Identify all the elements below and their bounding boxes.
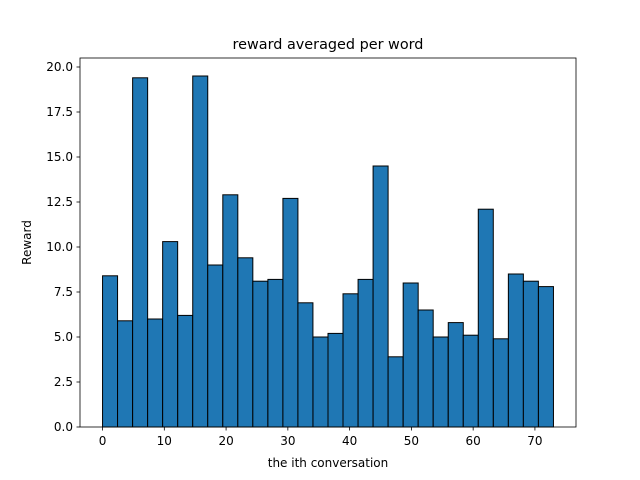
bar (492, 338, 509, 428)
plot-frame (79, 57, 577, 428)
bar (522, 280, 539, 428)
x-axis-ticks: 0 10 20 30 40 50 60 70 (99, 427, 543, 448)
bar (417, 309, 434, 428)
bar (312, 336, 329, 428)
x-tick-label: 10 (157, 434, 172, 448)
y-axis-ticks: 0.0 2.5 5.0 7.5 10.0 12.5 15.0 17.5 20.0 (46, 60, 80, 434)
chart-title: reward averaged per word (233, 37, 424, 53)
bar (387, 356, 404, 428)
bar (297, 302, 314, 428)
y-tick-label: 7.5 (54, 285, 73, 299)
x-tick-label: 40 (342, 434, 357, 448)
y-tick-label: 2.5 (54, 375, 73, 389)
y-tick-label: 20.0 (46, 60, 73, 74)
bar (162, 241, 179, 428)
x-tick-label: 50 (404, 434, 419, 448)
bar (267, 278, 284, 428)
x-tick-label: 0 (99, 434, 107, 448)
bar (432, 336, 449, 428)
bar (537, 286, 554, 428)
bar (237, 257, 254, 428)
bar (447, 322, 464, 428)
y-tick-label: 17.5 (46, 105, 73, 119)
bar (117, 320, 134, 428)
bar (147, 318, 164, 428)
bar (222, 194, 239, 428)
bar (177, 314, 194, 428)
x-tick-label: 60 (466, 434, 481, 448)
bar (507, 273, 524, 428)
bar (207, 264, 224, 428)
bar (252, 280, 269, 428)
y-tick-label: 12.5 (46, 195, 73, 209)
bar (477, 208, 494, 428)
bar (132, 77, 149, 428)
bar (357, 278, 374, 428)
bar (282, 197, 299, 428)
bar (327, 332, 344, 428)
x-tick-label: 20 (218, 434, 233, 448)
y-tick-label: 15.0 (46, 150, 73, 164)
bar (462, 334, 479, 428)
y-axis-label: Reward (20, 220, 34, 265)
bars-group (102, 75, 554, 428)
bar (342, 293, 359, 428)
bar (402, 282, 419, 428)
x-tick-label: 30 (280, 434, 295, 448)
bar (372, 165, 389, 428)
x-tick-label: 70 (527, 434, 542, 448)
y-tick-label: 0.0 (54, 420, 73, 434)
y-tick-label: 5.0 (54, 330, 73, 344)
y-tick-label: 10.0 (46, 240, 73, 254)
bar (102, 275, 119, 428)
bar (192, 75, 209, 428)
x-axis-label: the ith conversation (268, 456, 389, 470)
